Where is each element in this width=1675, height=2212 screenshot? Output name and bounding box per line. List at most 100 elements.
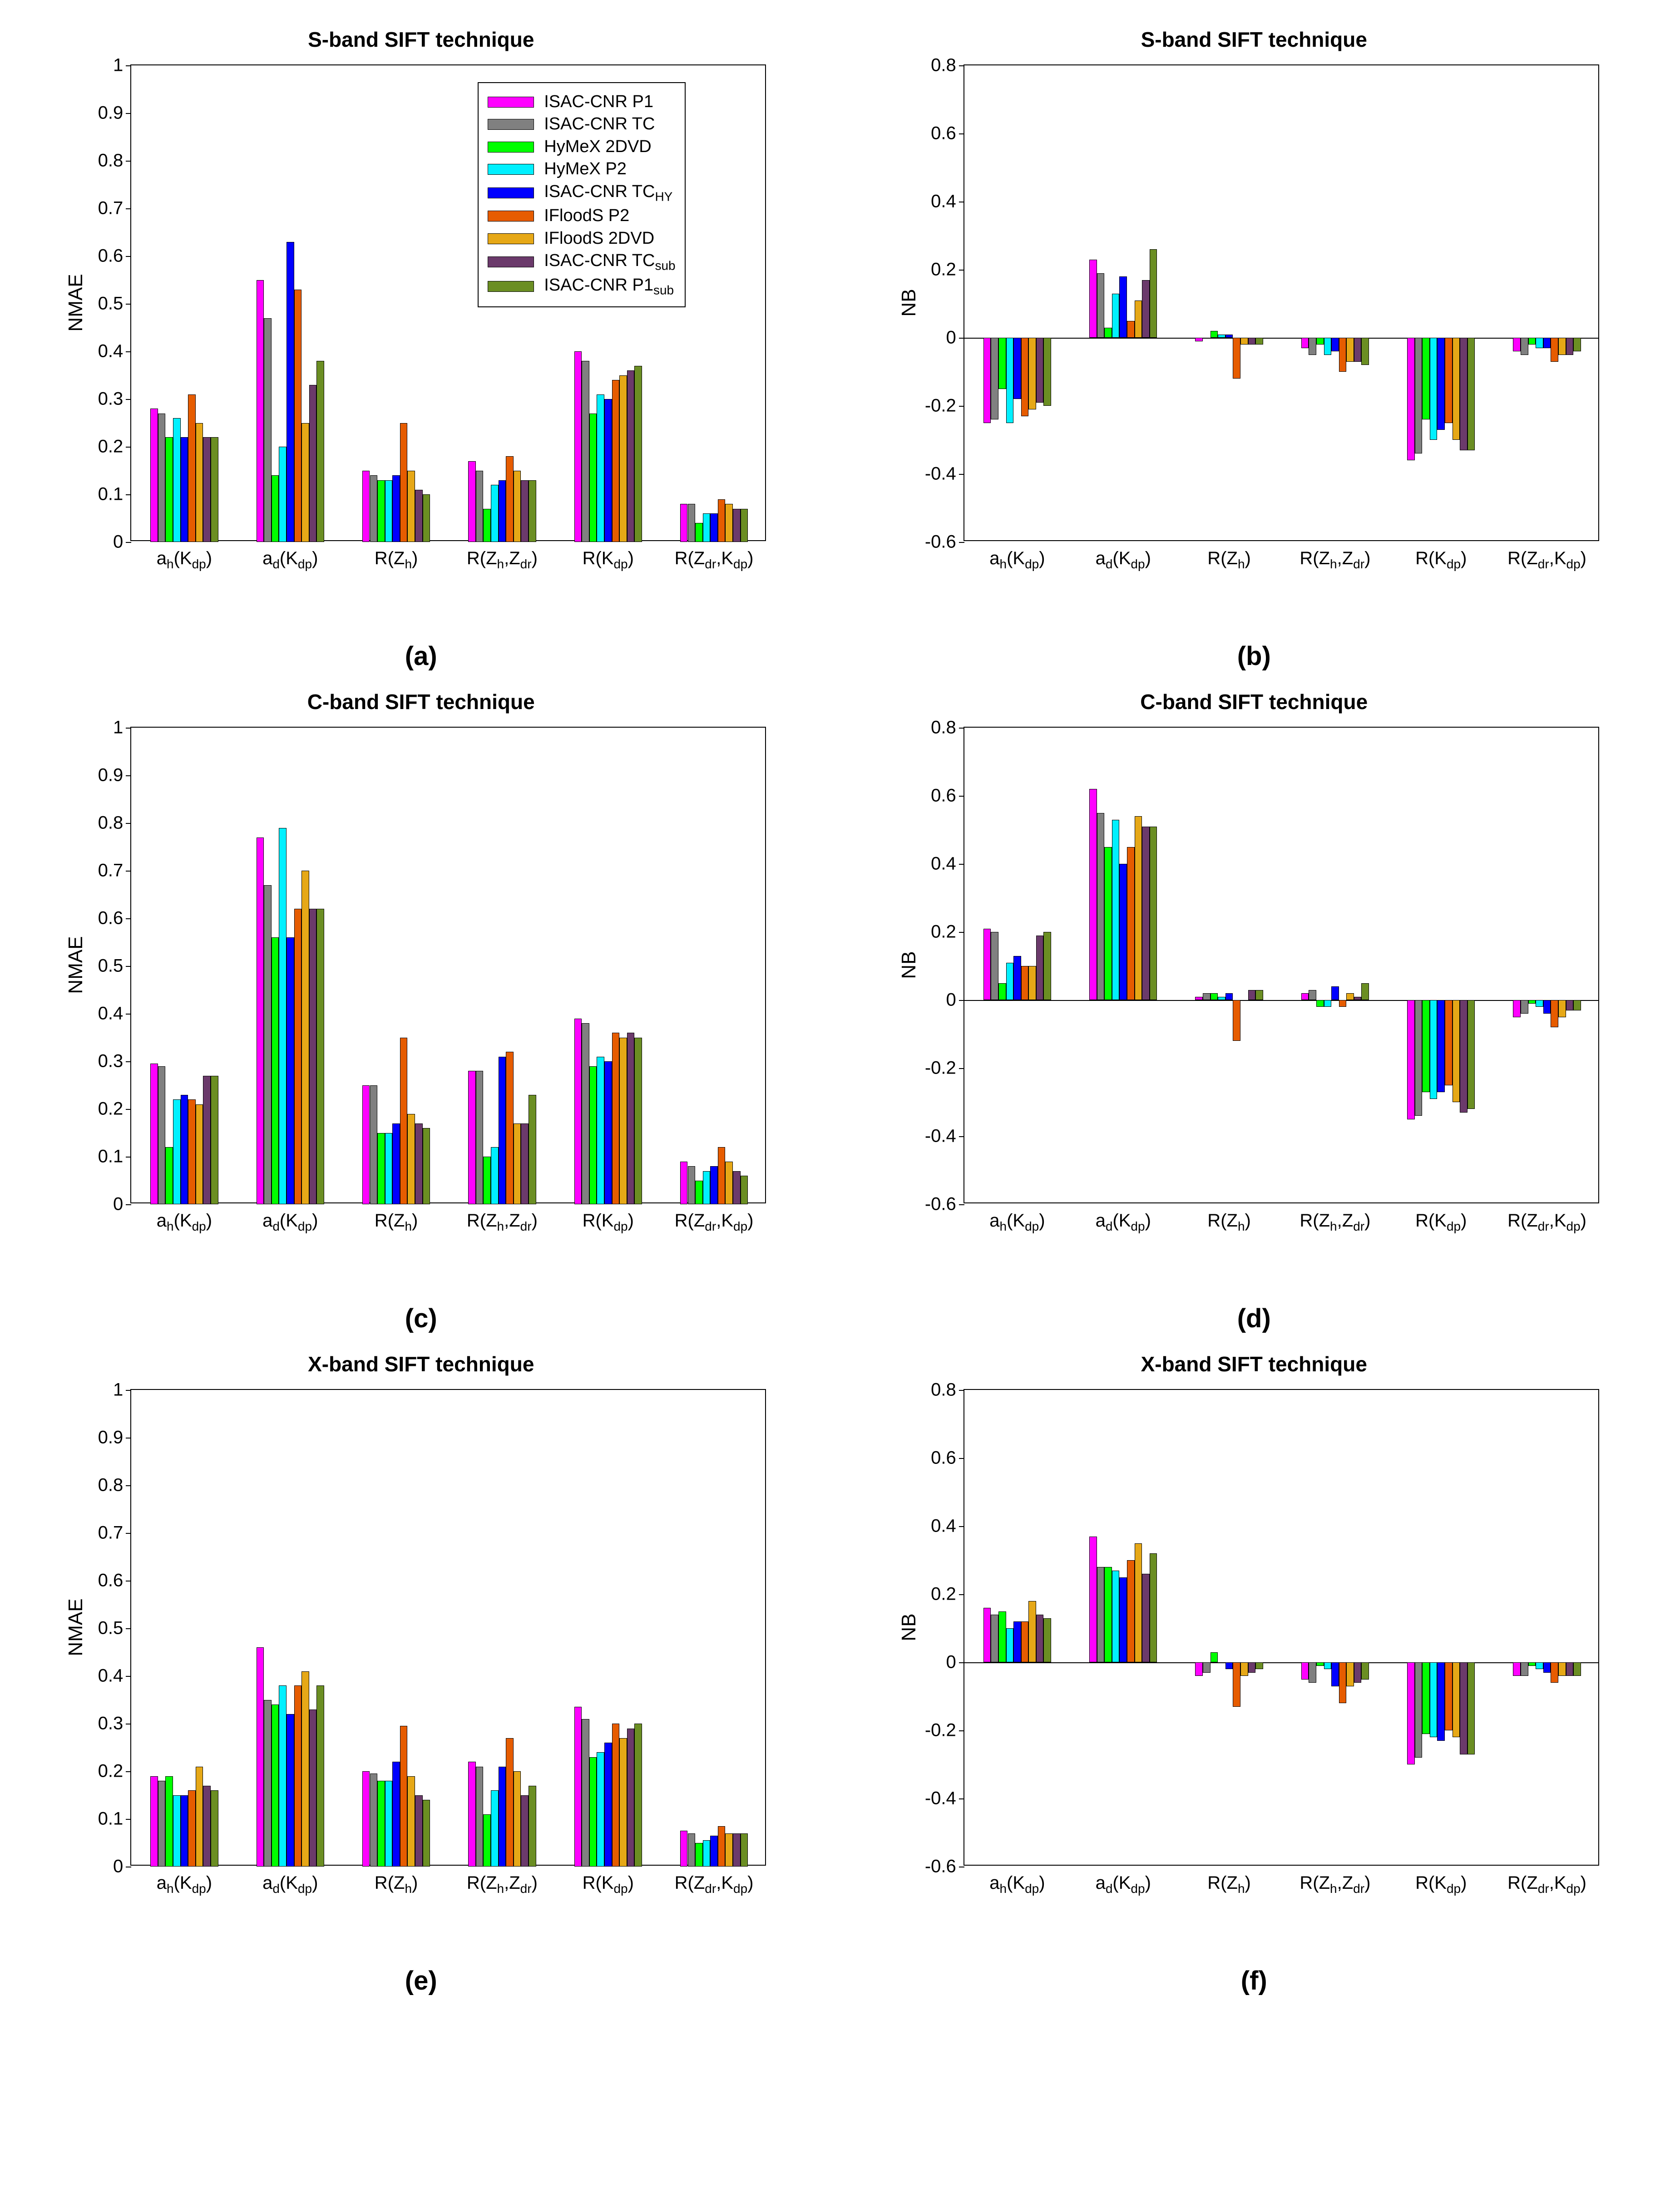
bar-hp2 [1324, 338, 1332, 355]
bar-p1sub [316, 361, 324, 542]
legend-swatch [488, 233, 534, 244]
bar-if2dvd [1558, 1662, 1566, 1676]
xtick-label: R(Zh) [1207, 548, 1251, 571]
bar-ifp2 [1021, 966, 1029, 1000]
bar-h2dvd [165, 1776, 173, 1867]
bar-ifp2 [1339, 338, 1347, 372]
bar-p1sub [741, 1176, 748, 1204]
bar-p1 [362, 1085, 370, 1205]
xtick-label: R(Zdr,Kdp) [1507, 1211, 1586, 1234]
bar-tchy [1331, 338, 1339, 351]
xtick-label: R(Zh,Zdr) [467, 1873, 538, 1896]
ytick-label: 0.2 [931, 260, 956, 280]
chart-box: 00.10.20.30.40.50.60.70.80.91ah(Kdp)ad(K… [67, 55, 775, 586]
legend-item-p1: ISAC-CNR P1 [488, 91, 675, 113]
ytick-label: 1 [113, 718, 123, 738]
bar-ifp2 [1127, 1560, 1135, 1662]
bar-if2dvd [1135, 301, 1142, 338]
bar-hp2 [279, 828, 287, 1205]
bar-tc [1203, 1662, 1211, 1673]
bar-hp2 [385, 1781, 393, 1867]
xtick-label: R(Zdr,Kdp) [675, 548, 754, 571]
bar-tchy [1119, 1577, 1127, 1663]
bar-tchy [1543, 1662, 1551, 1673]
sub-caption: (b) [1237, 641, 1271, 671]
ytick-label: 0.4 [931, 192, 956, 212]
xtick-label: R(Zh,Zdr) [467, 548, 538, 571]
bar-tchy [604, 399, 612, 542]
bar-tchy [287, 242, 294, 542]
ytick-label: 0 [113, 532, 123, 552]
xtick-label: R(Zh) [1207, 1211, 1251, 1234]
xtick-label: ad(Kdp) [262, 548, 318, 571]
ytick-mark [126, 966, 131, 967]
bar-ifp2 [188, 1099, 196, 1204]
bar-hp2 [1006, 1628, 1014, 1662]
bar-hp2 [1112, 294, 1120, 338]
bar-p1 [468, 1071, 476, 1204]
bar-tc [688, 1166, 696, 1204]
bar-tcsub [203, 437, 211, 542]
bar-h2dvd [1422, 1662, 1430, 1734]
bar-hp2 [1430, 1000, 1438, 1099]
ytick-label: 0 [946, 328, 956, 348]
chart-title: C-band SIFT technique [307, 690, 535, 714]
legend-label: HyMeX P2 [544, 158, 627, 180]
bar-ifp2 [400, 423, 408, 542]
chart-box: 00.10.20.30.40.50.60.70.80.91ah(Kdp)ad(K… [67, 718, 775, 1249]
xtick-label: ad(Kdp) [1096, 1211, 1151, 1234]
ytick-label: -0.4 [925, 1788, 956, 1809]
ytick-mark [126, 447, 131, 448]
bar-hp2 [1324, 1000, 1332, 1007]
bar-p1sub [741, 509, 748, 542]
zero-line [964, 1662, 1598, 1663]
bar-tc [1415, 338, 1423, 453]
bar-tcsub [1142, 280, 1150, 338]
bar-tchy [1119, 864, 1127, 1000]
bar-h2dvd [165, 437, 173, 542]
xtick-label: ah(Kdp) [989, 1873, 1045, 1896]
legend-item-ifp2: IFloodS P2 [488, 205, 675, 227]
bar-hp2 [385, 480, 393, 542]
chart-panel-a: S-band SIFT technique00.10.20.30.40.50.6… [54, 27, 788, 671]
ytick-mark [959, 728, 964, 729]
bar-p1 [1195, 1662, 1203, 1676]
bar-tc [582, 1719, 589, 1867]
ytick-mark [126, 1109, 131, 1110]
bar-tcsub [1566, 1000, 1574, 1010]
bar-hp2 [1006, 338, 1014, 423]
xtick-label: R(Zdr,Kdp) [675, 1873, 754, 1896]
xtick-label: R(Kdp) [1415, 1211, 1467, 1234]
legend-swatch [488, 256, 534, 267]
ytick-mark [126, 775, 131, 776]
bar-h2dvd [1211, 1652, 1218, 1663]
bar-h2dvd [1211, 331, 1218, 338]
bar-hp2 [1218, 997, 1225, 1000]
bar-p1sub [529, 1786, 536, 1867]
bar-tchy [1225, 1662, 1233, 1669]
bar-tcsub [521, 1795, 529, 1867]
ytick-mark [126, 542, 131, 543]
ytick-label: 0.6 [931, 1448, 956, 1468]
bar-h2dvd [1104, 328, 1112, 338]
bar-p1sub [1361, 1662, 1369, 1680]
bar-ifp2 [718, 1826, 726, 1867]
bar-tcsub [1036, 338, 1044, 403]
xtick-label: R(Zh,Zdr) [467, 1211, 538, 1234]
bar-p1 [468, 1762, 476, 1867]
bar-tc [1415, 1662, 1423, 1758]
ytick-mark [126, 1204, 131, 1205]
ytick-mark [959, 270, 964, 271]
bar-p1 [983, 929, 991, 1000]
bar-ifp2 [612, 1033, 620, 1204]
ytick-label: 0.4 [98, 1004, 124, 1024]
bar-tchy [499, 480, 506, 542]
ytick-mark [959, 1526, 964, 1527]
y-axis-label: NB [898, 289, 920, 316]
ytick-mark [126, 399, 131, 400]
bar-hp2 [1536, 1662, 1543, 1669]
bar-tchy [1543, 338, 1551, 348]
bar-h2dvd [695, 523, 703, 542]
bar-tchy [604, 1743, 612, 1867]
ytick-mark [959, 796, 964, 797]
